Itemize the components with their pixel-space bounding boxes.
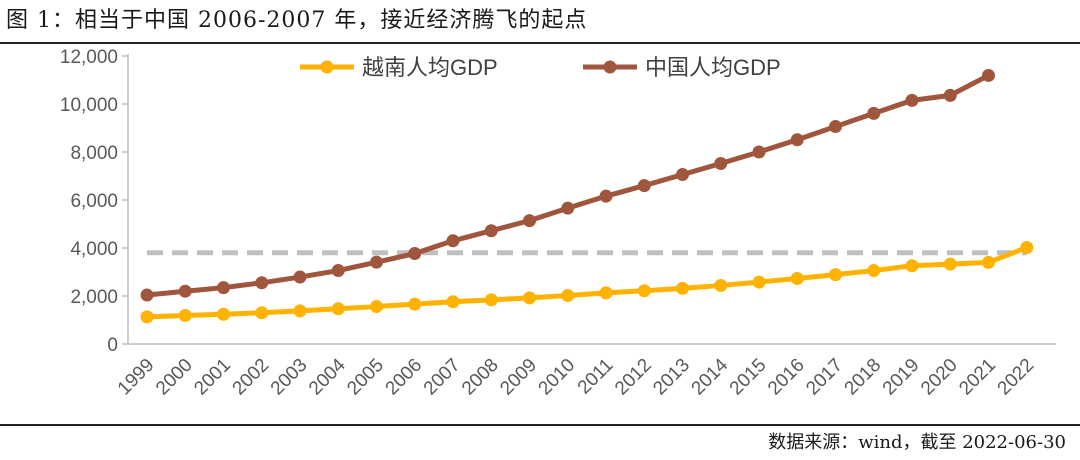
x-tick-label: 2019: [879, 355, 924, 400]
data-point: [637, 284, 651, 298]
x-tick-label: 2004: [305, 354, 350, 399]
legend-label: 越南人均GDP: [362, 55, 498, 80]
data-point: [484, 224, 498, 238]
x-tick-label: 2010: [535, 355, 580, 400]
y-tick-label: 0: [107, 335, 118, 356]
data-point: [561, 289, 575, 303]
data-point: [293, 304, 307, 318]
series-group: [140, 68, 1034, 324]
x-tick-label: 2000: [152, 355, 197, 400]
data-point: [408, 297, 422, 311]
data-point: [1020, 241, 1034, 255]
data-point: [790, 271, 804, 285]
y-axis: 0 2,000 4,000 6,000 8,000 10,000 12,000: [60, 47, 129, 356]
data-point: [523, 291, 536, 305]
data-point: [178, 308, 192, 322]
data-point: [829, 120, 842, 134]
data-point: [752, 275, 766, 289]
data-point: [982, 255, 995, 269]
data-point: [867, 264, 881, 278]
legend-label: 中国人均GDP: [645, 55, 781, 80]
legend-swatch-marker: [320, 60, 334, 74]
data-point: [331, 302, 345, 316]
data-point: [523, 214, 536, 228]
data-point: [982, 68, 995, 82]
data-point: [370, 255, 383, 269]
data-point: [637, 179, 651, 193]
legend-swatch-marker: [603, 60, 617, 74]
data-point: [599, 286, 613, 300]
data-point: [905, 93, 919, 107]
series-line-2: [146, 73, 990, 298]
data-point: [752, 145, 766, 159]
x-tick-label: 2021: [955, 355, 1000, 400]
y-tick-label: 4,000: [70, 239, 118, 260]
x-tick-label: 2006: [382, 355, 427, 400]
data-point: [255, 306, 269, 320]
x-tick-label: 2022: [994, 355, 1039, 400]
data-point: [293, 270, 307, 284]
data-point: [484, 293, 498, 307]
data-point: [217, 307, 230, 321]
data-point: [829, 268, 842, 282]
chart-title: 图 1：相当于中国 2006-2007 年，接近经济腾飞的起点: [6, 8, 588, 33]
y-tick-label: 12,000: [60, 47, 118, 68]
data-point: [408, 247, 422, 261]
x-tick-label: 2011: [574, 355, 618, 399]
x-tick-label: 2007: [420, 355, 465, 400]
x-tick-label: 2008: [458, 355, 503, 400]
data-point: [217, 281, 230, 295]
data-point: [676, 168, 689, 182]
data-point: [446, 295, 460, 309]
x-tick-label: 2018: [841, 355, 886, 400]
x-tick-label: 2015: [726, 355, 771, 400]
data-point: [140, 288, 154, 302]
data-point: [255, 276, 269, 290]
x-tick-label: 2005: [343, 355, 388, 400]
data-point: [561, 201, 575, 215]
data-point: [905, 259, 919, 273]
x-axis: 1999200020012002200320042005200620072008…: [114, 343, 1056, 400]
data-point: [178, 284, 192, 298]
x-tick-label: 2013: [649, 355, 694, 400]
data-point: [140, 310, 154, 324]
data-point: [331, 264, 345, 278]
x-tick-label: 2012: [611, 355, 656, 400]
source-note: 数据来源：wind，截至 2022-06-30: [768, 432, 1066, 453]
x-tick-label: 2003: [267, 355, 312, 400]
footer-rule: [0, 424, 1080, 426]
x-tick-label: 2017: [802, 355, 847, 400]
data-point: [370, 300, 383, 314]
x-tick-label: 2001: [190, 355, 235, 400]
y-tick-label: 8,000: [70, 143, 118, 164]
x-tick-label: 2014: [688, 354, 733, 399]
data-point: [943, 257, 957, 271]
data-point: [790, 133, 804, 147]
y-tick-label: 6,000: [70, 191, 118, 212]
x-tick-label: 1999: [114, 355, 159, 400]
data-point: [676, 281, 689, 295]
y-tick-label: 10,000: [60, 95, 118, 116]
x-tick-label: 2016: [764, 355, 809, 400]
x-tick-label: 2020: [917, 355, 962, 400]
title-rule: [0, 42, 1080, 44]
data-point: [446, 234, 460, 248]
data-point: [714, 278, 728, 292]
y-tick-label: 2,000: [70, 287, 118, 308]
x-tick-label: 2002: [229, 355, 274, 400]
data-point: [943, 88, 957, 102]
x-tick-label: 2009: [496, 355, 541, 400]
data-point: [599, 189, 613, 203]
legend: 越南人均GDP 中国人均GDP: [300, 55, 781, 80]
data-point: [714, 157, 728, 171]
data-point: [867, 106, 881, 120]
